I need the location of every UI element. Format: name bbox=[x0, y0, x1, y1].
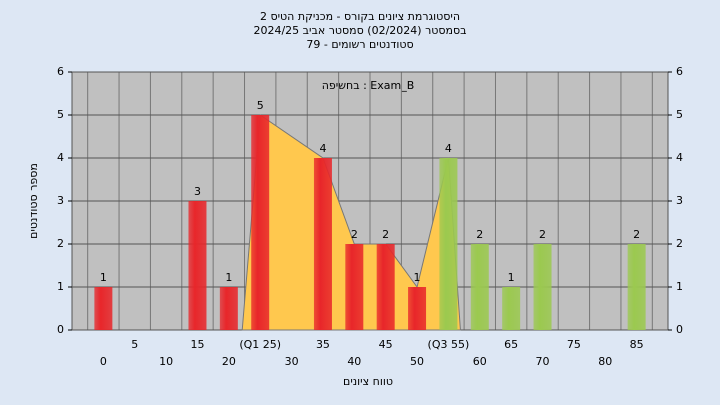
x-tick-label: 5 bbox=[131, 338, 138, 351]
x-tick-label: 60 bbox=[473, 355, 487, 368]
bar bbox=[345, 244, 364, 330]
y2-tick-label: 6 bbox=[676, 65, 683, 78]
y-tick-label: 6 bbox=[57, 65, 64, 78]
title-line: היסטוגרמת ציונים בקורס - מכניקת הטיס 2 bbox=[260, 10, 460, 23]
x-tick-label: 85 bbox=[630, 338, 644, 351]
x-tick-label: 50 bbox=[410, 355, 424, 368]
y-tick-label: 1 bbox=[57, 280, 64, 293]
x-tick-label: 80 bbox=[598, 355, 612, 368]
title-line: בסמסטר (02/2024) סמסטר אביב 2024/25 bbox=[253, 24, 466, 37]
bar bbox=[533, 244, 552, 330]
data-label: 4 bbox=[445, 142, 452, 155]
bar bbox=[219, 287, 238, 330]
x-tick-label: 30 bbox=[285, 355, 299, 368]
data-label: 1 bbox=[225, 271, 232, 284]
bar bbox=[627, 244, 646, 330]
data-label: 2 bbox=[633, 228, 640, 241]
x-tick-label: 40 bbox=[347, 355, 361, 368]
y2-tick-label: 1 bbox=[676, 280, 683, 293]
data-label: 1 bbox=[100, 271, 107, 284]
data-label: 1 bbox=[414, 271, 421, 284]
x-tick-label: 45 bbox=[379, 338, 393, 351]
y-tick-label: 2 bbox=[57, 237, 64, 250]
bar bbox=[376, 244, 395, 330]
x-tick-label: (Q3 55) bbox=[428, 338, 470, 351]
bar bbox=[408, 287, 427, 330]
data-label: 2 bbox=[476, 228, 483, 241]
data-label: 5 bbox=[257, 99, 264, 112]
y2-tick-label: 3 bbox=[676, 194, 683, 207]
y2-tick-label: 4 bbox=[676, 151, 683, 164]
x-tick-label: 10 bbox=[159, 355, 173, 368]
y-axis-title: מספר סטודנטים bbox=[27, 163, 40, 239]
x-tick-label: 35 bbox=[316, 338, 330, 351]
bar bbox=[470, 244, 489, 330]
data-label: 1 bbox=[508, 271, 515, 284]
x-tick-label: 75 bbox=[567, 338, 581, 351]
data-label: 4 bbox=[319, 142, 326, 155]
bar bbox=[313, 158, 332, 330]
bar bbox=[251, 115, 270, 330]
y-tick-label: 4 bbox=[57, 151, 64, 164]
x-tick-label: 0 bbox=[100, 355, 107, 368]
annotation: בחשיפה : Exam_B bbox=[322, 79, 415, 92]
bar bbox=[439, 158, 458, 330]
y-tick-label: 0 bbox=[57, 323, 64, 336]
x-tick-label: 20 bbox=[222, 355, 236, 368]
y2-tick-label: 0 bbox=[676, 323, 683, 336]
y-tick-label: 3 bbox=[57, 194, 64, 207]
x-tick-label: 65 bbox=[504, 338, 518, 351]
title-line: 79 - סטודנטים רשומים bbox=[306, 38, 413, 51]
data-label: 2 bbox=[539, 228, 546, 241]
x-tick-label: (Q1 25) bbox=[239, 338, 281, 351]
x-axis-title: טווח ציונים bbox=[343, 375, 393, 388]
bar bbox=[188, 201, 207, 330]
bar bbox=[502, 287, 521, 330]
data-label: 2 bbox=[382, 228, 389, 241]
x-tick-label: 15 bbox=[190, 338, 204, 351]
y2-tick-label: 5 bbox=[676, 108, 683, 121]
bar bbox=[94, 287, 113, 330]
y-tick-label: 5 bbox=[57, 108, 64, 121]
data-label: 3 bbox=[194, 185, 201, 198]
x-tick-label: 70 bbox=[536, 355, 550, 368]
data-label: 2 bbox=[351, 228, 358, 241]
y2-tick-label: 2 bbox=[676, 237, 683, 250]
